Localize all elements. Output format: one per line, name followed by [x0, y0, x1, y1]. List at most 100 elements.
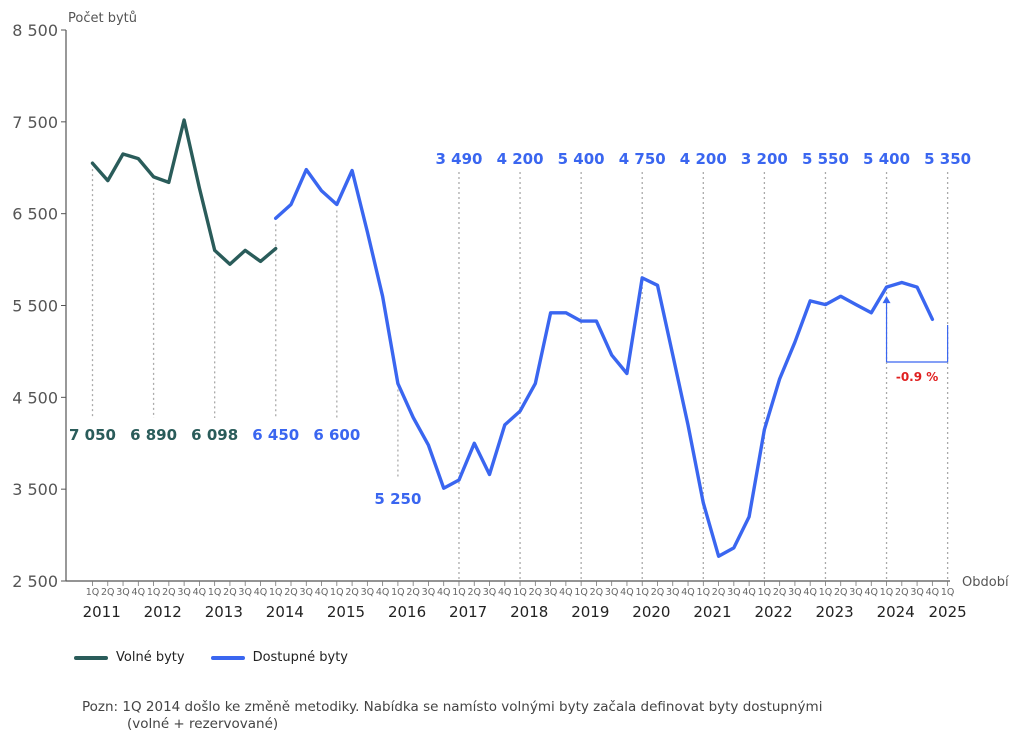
data-label: 4 200 [497, 150, 544, 168]
quarter-label: 1Q [574, 587, 588, 598]
quarter-label: 4Q [559, 587, 573, 598]
y-tick-label: 2 500 [12, 572, 58, 591]
quarter-label: 1Q [513, 587, 527, 598]
quarter-label: 3Q [177, 587, 191, 598]
quarter-label: 4Q [803, 587, 817, 598]
year-label: 2019 [571, 603, 609, 621]
y-axis-title: Počet bytů [68, 11, 137, 26]
quarter-label: 1Q [941, 587, 955, 598]
quarter-label: 4Q [376, 587, 390, 598]
quarter-label: 4Q [865, 587, 879, 598]
quarter-label: 3Q [910, 587, 924, 598]
year-label: 2016 [388, 603, 426, 621]
data-label: 4 750 [619, 150, 666, 168]
quarter-label: 3Q [238, 587, 252, 598]
quarter-label: 3Q [849, 587, 863, 598]
year-label: 2021 [693, 603, 731, 621]
year-label: 2022 [754, 603, 792, 621]
legend-item-volne-byty: Volné byty [74, 650, 185, 665]
quarter-label: 3Q [116, 587, 130, 598]
quarter-label: 2Q [773, 587, 787, 598]
year-label: 2017 [449, 603, 487, 621]
data-label: 5 400 [863, 150, 910, 168]
quarter-label: 1Q [819, 587, 833, 598]
year-label: 2015 [327, 603, 365, 621]
year-label: 2023 [816, 603, 854, 621]
quarter-label: 2Q [590, 587, 604, 598]
y-tick-label: 6 500 [12, 205, 58, 224]
quarter-label: 4Q [681, 587, 695, 598]
data-label: 5 350 [924, 150, 971, 168]
year-label: 2012 [144, 603, 182, 621]
quarter-label: 4Q [498, 587, 512, 598]
year-label: 2020 [632, 603, 670, 621]
legend-swatch-volne-byty [74, 655, 108, 660]
y-tick-label: 7 500 [12, 113, 58, 132]
quarter-label: 2Q [406, 587, 420, 598]
quarter-label: 4Q [620, 587, 634, 598]
y-tick-label: 3 500 [12, 480, 58, 499]
quarter-label: 3Q [666, 587, 680, 598]
quarter-label: 2Q [467, 587, 481, 598]
quarter-label: 2Q [529, 587, 543, 598]
quarter-label: 3Q [544, 587, 558, 598]
quarter-label: 1Q [208, 587, 222, 598]
quarter-label: 2Q [223, 587, 237, 598]
quarter-label: 2Q [162, 587, 176, 598]
legend: Volné byty Dostupné byty [74, 650, 348, 665]
quarter-label: 1Q [391, 587, 405, 598]
series-line-volne-byty [90, 118, 278, 266]
quarter-label: 4Q [926, 587, 940, 598]
quarter-label: 3Q [727, 587, 741, 598]
footnote-line-2: (volné + rezervované) [127, 716, 279, 732]
footnote-line-1: Pozn: 1Q 2014 došlo ke změně metodiky. N… [82, 699, 823, 715]
data-label: 6 600 [313, 426, 360, 444]
data-label: 4 200 [680, 150, 727, 168]
change-arrow-head [882, 296, 891, 304]
legend-swatch-dostupne-byty [210, 655, 245, 660]
data-label: 5 550 [802, 150, 849, 168]
quarter-label: 2Q [345, 587, 359, 598]
quarter-label: 1Q [147, 587, 161, 598]
quarter-label: 1Q [880, 587, 894, 598]
quarter-label: 4Q [132, 587, 146, 598]
y-tick-label: 8 500 [12, 21, 58, 40]
data-label: 7 050 [69, 426, 116, 444]
quarter-label: 3Q [361, 587, 375, 598]
quarter-label: 2Q [712, 587, 726, 598]
quarter-label: 2Q [834, 587, 848, 598]
quarter-label: 4Q [254, 587, 268, 598]
legend-item-dostupne-byty: Dostupné byty [210, 650, 348, 665]
year-label: 2018 [510, 603, 548, 621]
quarter-label: 4Q [193, 587, 207, 598]
year-label: 2014 [266, 603, 304, 621]
data-label: 5 250 [374, 490, 421, 508]
quarter-label: 2Q [895, 587, 909, 598]
quarter-label: 2Q [101, 587, 115, 598]
year-label: 2011 [83, 603, 121, 621]
line-chart: 2 500 3 500 4 500 5 500 6 500 7 500 8 500 Počet… [12, 11, 1009, 621]
footnote: Pozn: 1Q 2014 došlo ke změně metodiky. N… [82, 699, 922, 733]
year-label: 2024 [877, 603, 915, 621]
quarter-label: 3Q [483, 587, 497, 598]
year-label: 2025 [929, 603, 967, 621]
data-label: 6 098 [191, 426, 238, 444]
data-label: 3 490 [435, 150, 482, 168]
quarter-label: 4Q [742, 587, 756, 598]
quarter-label: 3Q [788, 587, 802, 598]
quarter-label: 1Q [697, 587, 711, 598]
quarter-label: 3Q [300, 587, 314, 598]
legend-label-volne-byty: Volné byty [116, 650, 185, 665]
quarter-label: 3Q [605, 587, 619, 598]
data-label: 6 890 [130, 426, 177, 444]
quarter-label: 1Q [86, 587, 100, 598]
quarter-label: 2Q [651, 587, 665, 598]
quarter-label: 1Q [330, 587, 344, 598]
y-tick-label: 4 500 [12, 388, 58, 407]
quarter-label: 1Q [269, 587, 283, 598]
y-tick-label: 5 500 [12, 297, 58, 316]
data-label: 5 400 [558, 150, 605, 168]
x-axis-title: Období [962, 575, 1009, 590]
quarter-label: 4Q [437, 587, 451, 598]
quarter-label: 1Q [452, 587, 466, 598]
